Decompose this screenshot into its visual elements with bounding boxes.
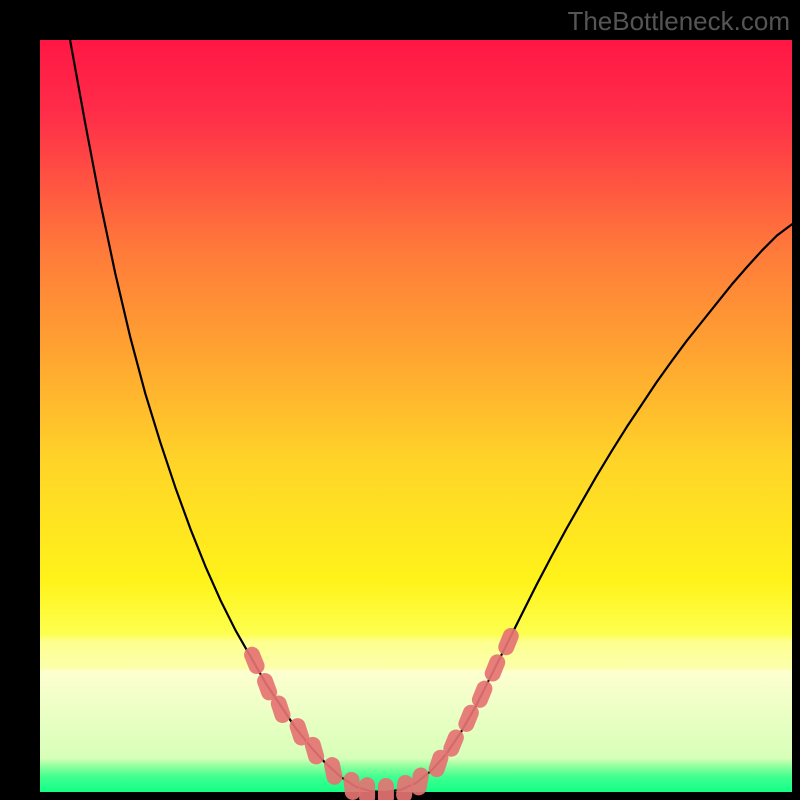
curve-marker [482,652,507,684]
curve-marker [409,766,430,796]
curve-marker [496,626,521,658]
curve-marker [323,756,344,787]
curve-marker [378,778,394,800]
curve-marker [359,777,375,800]
watermark-label: TheBottleneck.com [567,6,790,37]
curve-marker [343,771,362,800]
plot-svg [40,40,792,792]
plot-area [40,40,792,792]
bottleneck-curve [70,40,792,792]
canvas-root: TheBottleneck.com [0,0,800,800]
